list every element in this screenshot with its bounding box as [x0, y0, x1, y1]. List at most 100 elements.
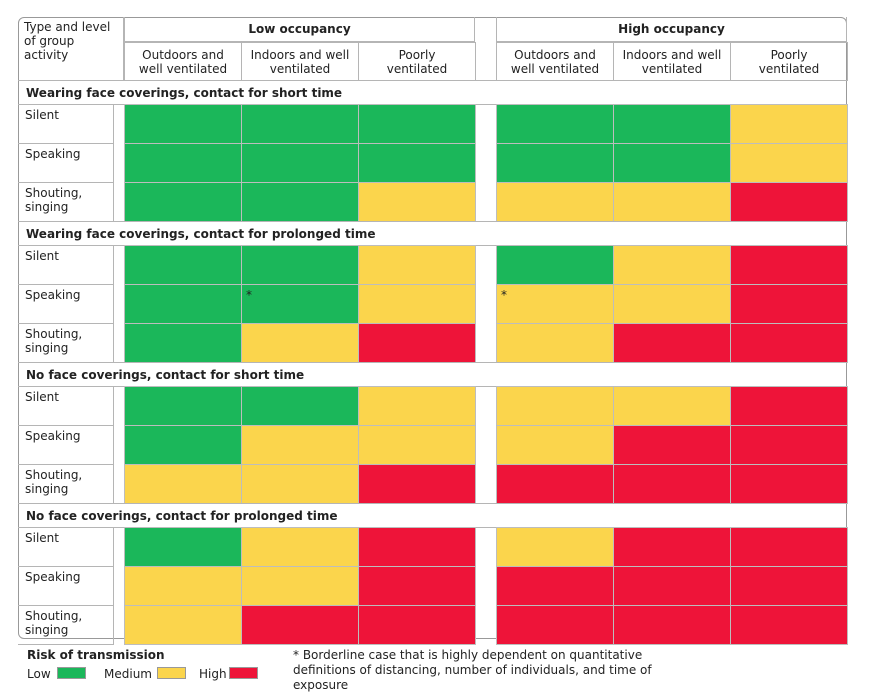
row-label: Silent: [18, 245, 114, 285]
risk-cell: [124, 323, 242, 363]
row-label: Speaking: [18, 284, 114, 324]
risk-cell: [613, 605, 731, 645]
risk-cell: [241, 464, 359, 504]
risk-cell: [241, 323, 359, 363]
risk-cell: [613, 323, 731, 363]
risk-cell: [496, 284, 614, 324]
risk-cell: [730, 464, 848, 504]
column-header: Indoors and well ventilated: [241, 42, 359, 81]
row-label: Silent: [18, 527, 114, 567]
legend-swatch: [57, 667, 86, 679]
risk-cell: [496, 425, 614, 465]
corner-header: Type and level of group activity: [18, 17, 124, 80]
risk-cell: [730, 605, 848, 645]
row-label: Speaking: [18, 566, 114, 606]
column-header: Outdoors and well ventilated: [124, 42, 242, 81]
column-header: Outdoors and well ventilated: [496, 42, 614, 81]
risk-cell: [496, 386, 614, 426]
risk-cell: [358, 527, 476, 567]
risk-cell: [124, 245, 242, 285]
legend-label: High: [199, 667, 227, 681]
risk-cell: [730, 566, 848, 606]
risk-cell: [358, 182, 476, 222]
risk-cell: [358, 464, 476, 504]
risk-cell: [358, 425, 476, 465]
risk-cell: [358, 566, 476, 606]
legend-label: Low: [27, 667, 51, 681]
risk-cell: [124, 605, 242, 645]
risk-cell: [358, 386, 476, 426]
borderline-note: *: [246, 288, 252, 302]
risk-cell: [496, 245, 614, 285]
risk-cell: [613, 143, 731, 183]
row-label: Silent: [18, 104, 114, 144]
risk-cell: [124, 425, 242, 465]
risk-cell: [496, 143, 614, 183]
risk-cell: [241, 425, 359, 465]
row-label: Shouting, singing: [18, 605, 114, 645]
risk-cell: [730, 284, 848, 324]
row-label: Shouting, singing: [18, 323, 114, 363]
legend-swatch: [229, 667, 258, 679]
risk-cell: [730, 182, 848, 222]
risk-cell: [730, 104, 848, 144]
legend-swatch: [157, 667, 186, 679]
risk-cell: [124, 284, 242, 324]
risk-cell: [241, 182, 359, 222]
risk-cell: [358, 245, 476, 285]
risk-cell: [613, 425, 731, 465]
risk-cell: [124, 386, 242, 426]
risk-cell: [124, 464, 242, 504]
risk-cell: [241, 143, 359, 183]
risk-cell: [124, 104, 242, 144]
risk-cell: [241, 245, 359, 285]
risk-cell: [358, 104, 476, 144]
risk-cell: [496, 323, 614, 363]
risk-cell: [613, 284, 731, 324]
risk-cell: [241, 566, 359, 606]
section-title: No face coverings, contact for prolonged…: [18, 503, 847, 528]
risk-cell: [613, 182, 731, 222]
risk-cell: [124, 566, 242, 606]
risk-cell: [496, 605, 614, 645]
group-header: High occupancy: [496, 17, 847, 42]
risk-cell: [241, 386, 359, 426]
row-label: Speaking: [18, 425, 114, 465]
risk-cell: [730, 143, 848, 183]
risk-cell: [241, 527, 359, 567]
risk-cell: [613, 527, 731, 567]
risk-cell: [496, 566, 614, 606]
row-label: Silent: [18, 386, 114, 426]
group-header: Low occupancy: [124, 17, 475, 42]
risk-cell: [730, 323, 848, 363]
column-header: Poorly ventilated: [358, 42, 476, 81]
risk-cell: [496, 464, 614, 504]
risk-cell: [496, 104, 614, 144]
risk-cell: [496, 527, 614, 567]
section-title: Wearing face coverings, contact for shor…: [18, 80, 847, 105]
risk-cell: [613, 104, 731, 144]
risk-cell: [241, 605, 359, 645]
risk-cell: [730, 245, 848, 285]
risk-cell: [358, 605, 476, 645]
legend-title: Risk of transmission: [27, 648, 165, 662]
row-label: Speaking: [18, 143, 114, 183]
risk-cell: [124, 182, 242, 222]
row-label: Shouting, singing: [18, 464, 114, 504]
risk-cell: [613, 245, 731, 285]
risk-cell: [124, 143, 242, 183]
footnote: * Borderline case that is highly depende…: [293, 648, 652, 692]
risk-cell: [241, 104, 359, 144]
column-header: Indoors and well ventilated: [613, 42, 731, 81]
risk-cell: [730, 425, 848, 465]
risk-cell: [730, 386, 848, 426]
section-title: Wearing face coverings, contact for prol…: [18, 221, 847, 246]
row-label: Shouting, singing: [18, 182, 114, 222]
risk-cell: [124, 527, 242, 567]
legend-label: Medium: [104, 667, 152, 681]
borderline-note: *: [501, 288, 507, 302]
risk-cell: [241, 284, 359, 324]
section-title: No face coverings, contact for short tim…: [18, 362, 847, 387]
risk-cell: [358, 143, 476, 183]
